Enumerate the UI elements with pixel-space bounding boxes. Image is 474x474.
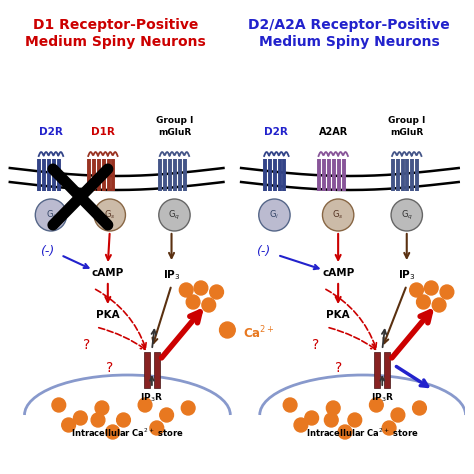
Text: IP$_3$: IP$_3$: [398, 268, 416, 282]
Circle shape: [62, 418, 75, 432]
Text: cAMP: cAMP: [91, 268, 124, 278]
Bar: [144, 352, 150, 388]
Bar: [374, 352, 380, 388]
Circle shape: [338, 425, 352, 439]
Text: Intracellular Ca$^{2+}$ store: Intracellular Ca$^{2+}$ store: [71, 427, 184, 439]
Text: D2R: D2R: [39, 127, 63, 137]
Circle shape: [219, 322, 235, 338]
Circle shape: [391, 199, 422, 231]
Circle shape: [182, 401, 195, 415]
Circle shape: [413, 401, 426, 415]
Text: IP$_3$R: IP$_3$R: [371, 392, 394, 404]
Text: Ca$^{2+}$: Ca$^{2+}$: [243, 325, 274, 341]
Text: ?: ?: [82, 338, 90, 352]
Circle shape: [94, 199, 126, 231]
Text: G$_i$: G$_i$: [46, 209, 56, 221]
Circle shape: [202, 298, 216, 312]
Text: G$_q$: G$_q$: [401, 209, 413, 221]
Circle shape: [432, 298, 446, 312]
Circle shape: [283, 398, 297, 412]
Text: G$_q$: G$_q$: [168, 209, 181, 221]
Text: mGluR: mGluR: [158, 128, 191, 137]
Text: IP$_3$R: IP$_3$R: [140, 392, 164, 404]
Circle shape: [150, 421, 164, 435]
Circle shape: [35, 199, 67, 231]
Text: D2R: D2R: [264, 127, 288, 137]
Circle shape: [322, 199, 354, 231]
Circle shape: [73, 411, 87, 425]
Circle shape: [95, 401, 109, 415]
Text: Intracellular Ca$^{2+}$ store: Intracellular Ca$^{2+}$ store: [306, 427, 419, 439]
Circle shape: [305, 411, 319, 425]
Circle shape: [106, 425, 119, 439]
Circle shape: [160, 408, 173, 422]
Text: ?: ?: [336, 361, 343, 375]
Text: Group I: Group I: [388, 116, 426, 125]
Circle shape: [391, 408, 405, 422]
Circle shape: [417, 295, 430, 309]
Text: A2AR: A2AR: [319, 127, 348, 137]
Text: G$_s$: G$_s$: [332, 209, 344, 221]
Circle shape: [324, 413, 338, 427]
Circle shape: [327, 401, 340, 415]
Text: IP$_3$: IP$_3$: [163, 268, 180, 282]
Circle shape: [117, 413, 130, 427]
Circle shape: [410, 283, 423, 297]
Text: (-): (-): [40, 245, 54, 258]
Text: G$_s$: G$_s$: [104, 209, 116, 221]
Circle shape: [52, 398, 66, 412]
Circle shape: [210, 285, 223, 299]
Circle shape: [424, 281, 438, 295]
Text: D1R: D1R: [91, 127, 115, 137]
Text: PKA: PKA: [96, 310, 119, 320]
Text: mGluR: mGluR: [390, 128, 423, 137]
Circle shape: [186, 295, 200, 309]
Circle shape: [194, 281, 208, 295]
Text: cAMP: cAMP: [322, 268, 354, 278]
Text: (-): (-): [255, 245, 270, 258]
Circle shape: [179, 283, 193, 297]
Circle shape: [159, 199, 190, 231]
Text: G$_i$: G$_i$: [269, 209, 280, 221]
Circle shape: [259, 199, 290, 231]
Text: Group I: Group I: [156, 116, 193, 125]
Circle shape: [294, 418, 308, 432]
Bar: [154, 352, 160, 388]
Circle shape: [91, 413, 105, 427]
Text: PKA: PKA: [326, 310, 350, 320]
Circle shape: [382, 421, 396, 435]
Text: ?: ?: [312, 338, 319, 352]
Text: D1 Receptor-Positive
Medium Spiny Neurons: D1 Receptor-Positive Medium Spiny Neuron…: [25, 18, 206, 49]
Text: ?: ?: [106, 361, 113, 375]
Circle shape: [440, 285, 454, 299]
Circle shape: [138, 398, 152, 412]
Bar: [384, 352, 390, 388]
Circle shape: [370, 398, 383, 412]
Circle shape: [348, 413, 362, 427]
Text: D2/A2A Receptor-Positive
Medium Spiny Neurons: D2/A2A Receptor-Positive Medium Spiny Ne…: [248, 18, 450, 49]
